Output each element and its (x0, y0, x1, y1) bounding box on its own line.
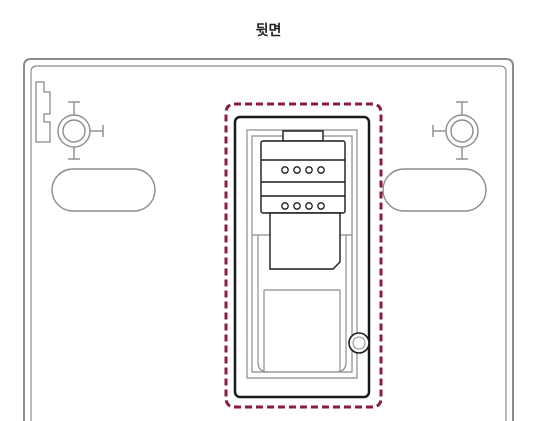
left-oval-slot (51, 168, 156, 212)
side-clip (35, 81, 51, 143)
right-oval-slot (382, 168, 487, 212)
device-body (23, 58, 514, 421)
sim-contacts-icon (281, 166, 325, 210)
highlight-box (224, 102, 383, 409)
sim-card (269, 212, 341, 270)
diagram-title: 뒷면 (255, 23, 282, 39)
sim-holder (260, 130, 346, 214)
keyhole-mount-icon (432, 101, 479, 160)
keyhole-mount-icon (57, 101, 104, 160)
latch-circle (348, 332, 370, 354)
